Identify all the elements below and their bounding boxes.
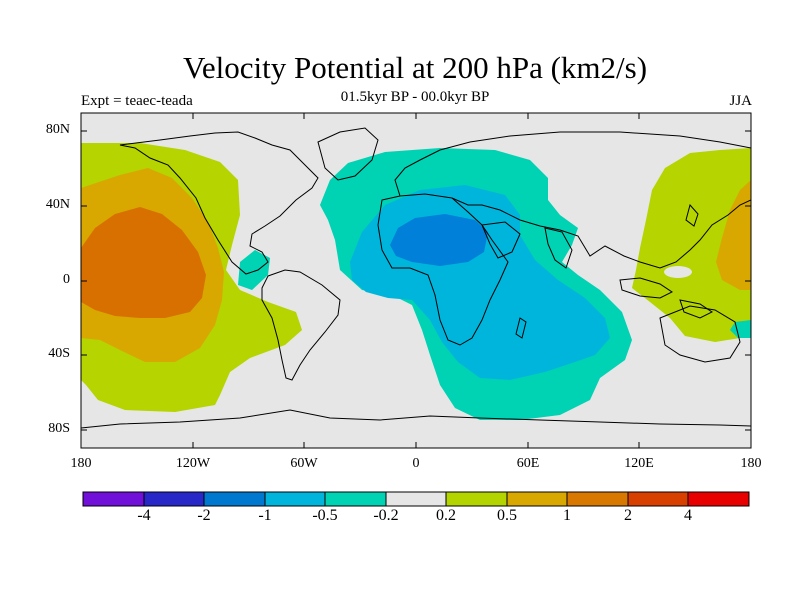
colorbar-box-8 bbox=[506, 491, 568, 507]
region-west-pacific-island-land bbox=[664, 266, 692, 278]
axis-ticks bbox=[80, 113, 752, 448]
colorbar-box-10 bbox=[627, 491, 689, 507]
y-tick-label: 0 bbox=[63, 272, 70, 287]
colorbar-box-2 bbox=[143, 491, 205, 507]
region-west-pacific-gold bbox=[716, 180, 751, 290]
y-tick-label: 80S bbox=[48, 421, 70, 436]
region-sahara-blue bbox=[390, 214, 488, 266]
colorbar-label: 2 bbox=[624, 507, 632, 524]
colorbar bbox=[82, 491, 750, 507]
y-tick-label: 80N bbox=[45, 122, 70, 137]
colorbar-label: -0.2 bbox=[373, 507, 399, 524]
colorbar-box-3 bbox=[203, 491, 266, 507]
region-west-pacific-yellow bbox=[632, 148, 751, 342]
region-pacific-orange bbox=[81, 207, 206, 318]
colorbar-box-7 bbox=[445, 491, 508, 507]
colorbar-label: -0.5 bbox=[312, 507, 338, 524]
x-tick-label: 180 bbox=[740, 456, 762, 471]
colorbar-box-5 bbox=[324, 491, 387, 507]
colorbar-label: 4 bbox=[684, 507, 692, 524]
chart-subtitle: 01.5kyr BP - 00.0kyr BP bbox=[340, 89, 490, 105]
x-tick-label: 0 bbox=[412, 456, 420, 471]
x-tick-label: 60W bbox=[290, 456, 318, 471]
colorbar-label: 0.5 bbox=[497, 507, 517, 524]
colorbar-box-6 bbox=[385, 491, 447, 507]
x-tick-label: 180 bbox=[70, 456, 92, 471]
coastlines bbox=[81, 127, 751, 429]
region-atlantic-teal-patch bbox=[238, 250, 270, 290]
colorbar-label: 1 bbox=[563, 507, 571, 524]
y-tick-label: 40N bbox=[45, 197, 70, 212]
colorbar-label: -4 bbox=[137, 507, 151, 524]
x-tick-label: 120E bbox=[624, 456, 654, 471]
colorbar-label: -1 bbox=[258, 507, 272, 524]
y-tick-label: 40S bbox=[48, 346, 70, 361]
x-tick-label: 60E bbox=[516, 456, 540, 471]
map-area bbox=[81, 113, 751, 448]
colorbar-box-1 bbox=[82, 491, 145, 507]
colorbar-box-9 bbox=[566, 491, 629, 507]
colorbar-label: 0.2 bbox=[436, 507, 456, 524]
chart-title: Velocity Potential at 200 hPa (km2/s) bbox=[182, 50, 648, 85]
experiment-label: Expt = teaec-teada bbox=[81, 93, 193, 109]
season-label: JJA bbox=[729, 93, 752, 109]
x-tick-label: 120W bbox=[175, 456, 211, 471]
colorbar-box-4 bbox=[264, 491, 326, 507]
colorbar-label: -2 bbox=[197, 507, 211, 524]
colorbar-box-11 bbox=[687, 491, 750, 507]
